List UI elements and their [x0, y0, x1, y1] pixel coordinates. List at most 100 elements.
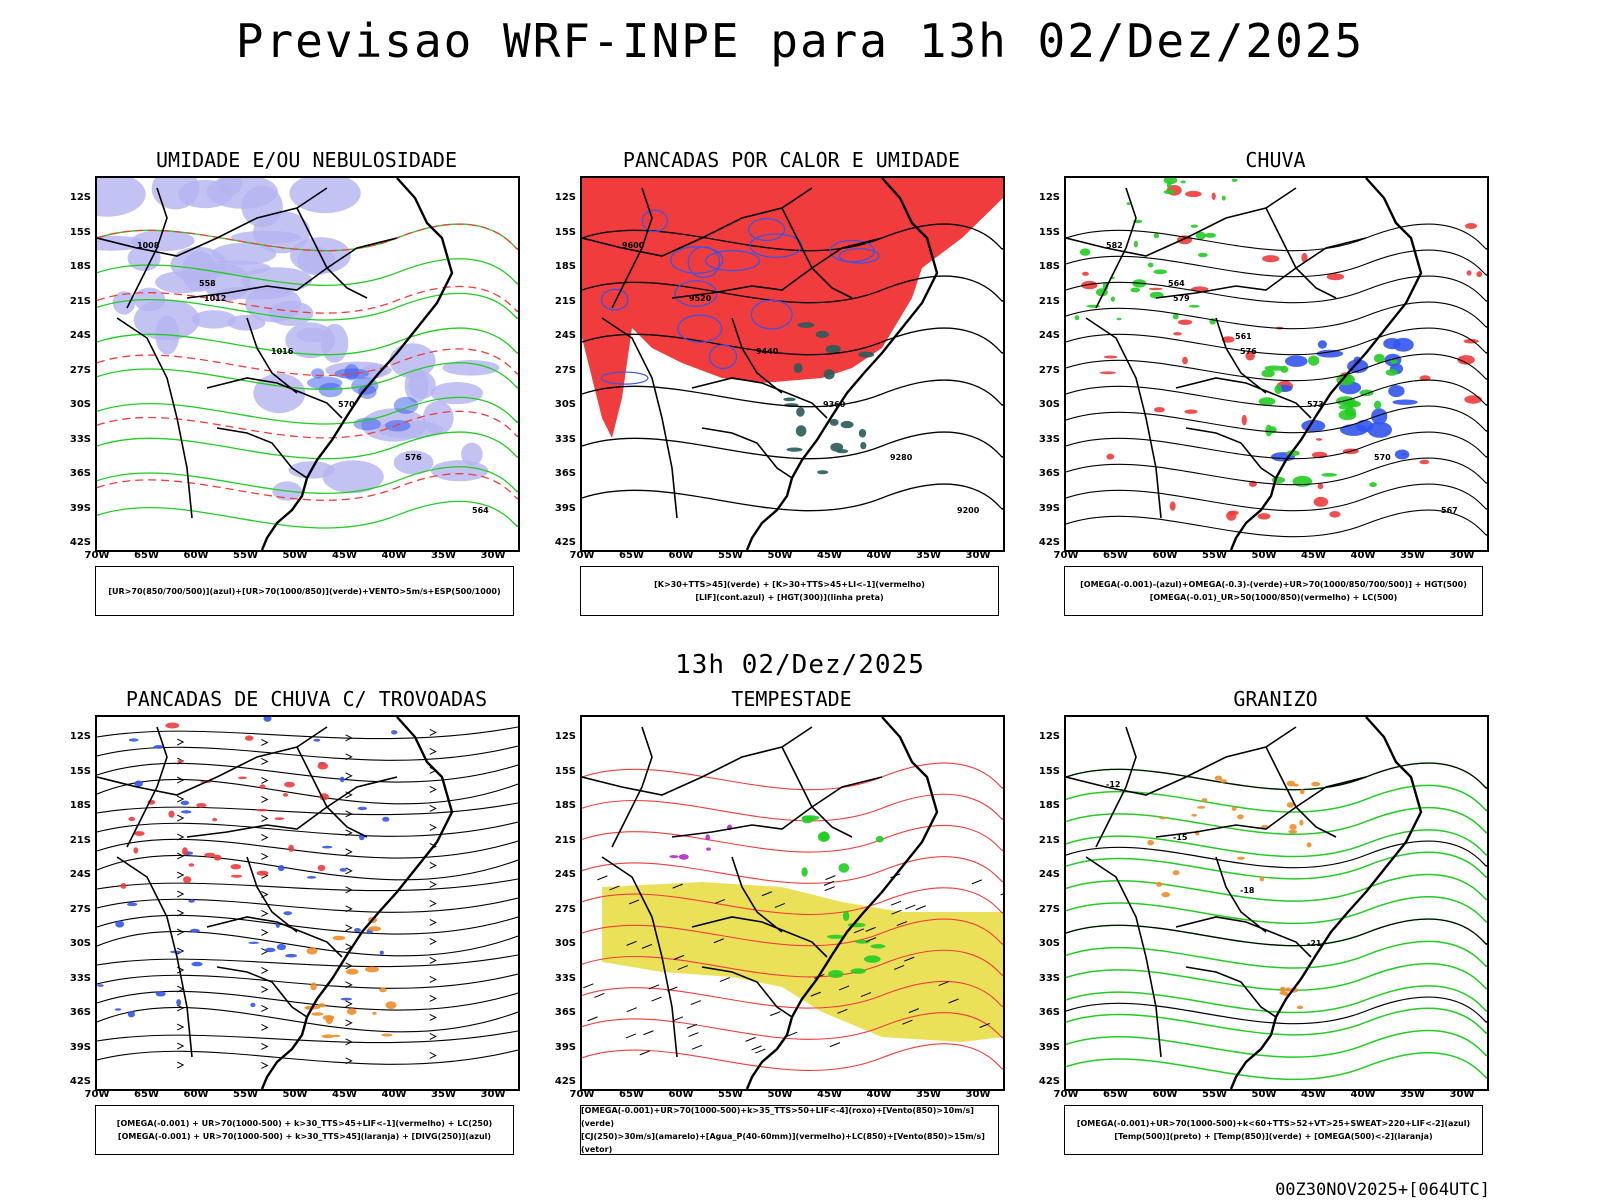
map-humidity: 1008 1012 1016 570 576 564 558 [95, 176, 520, 552]
panel-title-hail: GRANIZO [1233, 687, 1318, 711]
lon-axis: 70W 65W 60W 55W 50W 45W 40W 35W 30W [570, 550, 1003, 564]
lat-tick-label: 24S [554, 869, 576, 880]
lat-tick-label: 18S [554, 261, 576, 272]
contour-label: 576 [1240, 347, 1257, 356]
map-hail: -12 -15 -18 -21 [1064, 715, 1489, 1091]
contour-label: 9440 [756, 347, 779, 356]
map-rain: 582 579 576 573 570 567 564 561 [1064, 176, 1489, 552]
lat-tick-label: 15S [1038, 765, 1060, 777]
legend-rain: [OMEGA(-0.001)-(azul)+OMEGA(-0.3)-(verde… [1064, 566, 1483, 616]
legend-line: [UR>70(850/700/500)](azul)+[UR>70(1000/8… [108, 586, 501, 596]
lat-axis: 12S 15S 18S 21S 24S 27S 30S 33S 36S 39S 42S [1026, 176, 1062, 548]
map-graphic [97, 717, 518, 1089]
lat-tick-label: 30S [69, 399, 91, 410]
legend-line: [OMEGA(-0.01)_UR>50(1000/850)(vermelho) … [1149, 593, 1398, 602]
lat-tick-label: 33S [69, 433, 91, 445]
lon-tick-label: 50W [1251, 550, 1277, 561]
lon-axis: 70W 65W 60W 55W 50W 45W 40W 35W 30W [85, 550, 518, 564]
panel-title-heat-showers: PANCADAS POR CALOR E UMIDADE [622, 148, 961, 172]
map-storm [580, 715, 1005, 1091]
lat-tick-label: 39S [554, 502, 576, 514]
lat-tick-label: 39S [1038, 1041, 1060, 1053]
lon-tick-label: 30W [965, 1089, 991, 1100]
lon-tick-label: 60W [1152, 1089, 1178, 1100]
legend-line: [OMEGA(-0.001)+UR>70(1000-500)+k<60+TTS>… [1076, 1119, 1471, 1128]
contour-label: 9200 [957, 506, 980, 515]
lat-tick-label: 36S [69, 468, 91, 479]
lat-axis: 12S 15S 18S 21S 24S 27S 30S 33S 36S 39S 42S [542, 715, 578, 1087]
legend-line: [OMEGA(-0.001)+UR>70(1000-500)+k>35_TTS>… [581, 1106, 974, 1128]
lon-tick-label: 65W [619, 1089, 644, 1100]
lon-tick-label: 40W [1350, 1089, 1376, 1100]
lat-tick-label: 15S [69, 226, 91, 238]
lat-tick-label: 27S [554, 903, 576, 915]
lat-tick-label: 27S [69, 364, 91, 376]
lat-tick-label: 24S [69, 330, 91, 341]
lon-tick-label: 35W [916, 550, 941, 561]
lat-tick-label: 27S [554, 364, 576, 376]
map-graphic: 9600 9520 9440 9360 9280 9200 [582, 178, 1003, 550]
lon-tick-label: 50W [1251, 1089, 1277, 1100]
lon-tick-label: 50W [767, 1089, 793, 1100]
lon-tick-label: 50W [282, 1089, 308, 1100]
lat-tick-label: 12S [69, 731, 91, 742]
lat-tick-label: 21S [554, 834, 576, 846]
lon-tick-label: 60W [1152, 550, 1178, 561]
lat-tick-label: 42S [554, 537, 576, 548]
lat-tick-label: 36S [554, 1007, 576, 1018]
contour-label: 1008 [137, 241, 160, 250]
lat-tick-label: 12S [69, 192, 91, 203]
lon-tick-label: 35W [431, 1089, 456, 1100]
map-graphic: -12 -15 -18 -21 [1066, 717, 1487, 1089]
lon-tick-label: 55W [1202, 1089, 1227, 1100]
lat-tick-label: 15S [1038, 226, 1060, 238]
main-title: Previsao WRF-INPE para 13h 02/Dez/2025 [235, 14, 1365, 68]
lat-tick-label: 42S [69, 537, 91, 548]
forecast-time-label: 13h 02/Dez/2025 [675, 650, 925, 680]
map-graphic [582, 717, 1003, 1089]
lon-tick-label: 40W [866, 1089, 892, 1100]
lat-tick-label: 12S [1038, 731, 1060, 742]
lon-tick-label: 40W [866, 550, 892, 561]
contour-label: 564 [472, 506, 489, 515]
lon-tick-label: 50W [767, 550, 793, 561]
lat-tick-label: 21S [1038, 834, 1060, 846]
lon-tick-label: 45W [1301, 550, 1326, 561]
contour-label: 9360 [823, 400, 846, 409]
legend-line: [OMEGA(-0.001)-(azul)+OMEGA(-0.3)-(verde… [1080, 580, 1467, 589]
lon-tick-label: 35W [1400, 1089, 1425, 1100]
lat-tick-label: 15S [554, 765, 576, 777]
lat-tick-label: 30S [1038, 938, 1060, 949]
lat-tick-label: 33S [69, 972, 91, 984]
lat-tick-label: 30S [1038, 399, 1060, 410]
lon-tick-label: 60W [668, 1089, 694, 1100]
lon-tick-label: 35W [1400, 550, 1425, 561]
map-graphic: 1008 1012 1016 570 576 564 558 [97, 178, 518, 550]
lon-axis: 70W 65W 60W 55W 50W 45W 40W 35W 30W [85, 1089, 518, 1103]
lon-tick-label: 70W [569, 1089, 595, 1100]
lon-axis: 70W 65W 60W 55W 50W 45W 40W 35W 30W [1054, 550, 1487, 564]
lat-tick-label: 39S [69, 1041, 91, 1053]
lat-tick-label: 21S [1038, 295, 1060, 307]
contour-label: 558 [199, 279, 216, 288]
contour-label: 1012 [204, 294, 226, 303]
lat-tick-label: 30S [554, 399, 576, 410]
contour-label: 570 [1374, 453, 1391, 462]
lon-tick-label: 40W [381, 550, 407, 561]
lat-tick-label: 12S [554, 192, 576, 203]
lon-tick-label: 30W [965, 550, 991, 561]
lon-tick-label: 65W [1103, 550, 1128, 561]
contour-label: 573 [1307, 400, 1324, 409]
lat-tick-label: 27S [1038, 364, 1060, 376]
contour-label: 9280 [890, 453, 913, 462]
lon-tick-label: 55W [718, 550, 743, 561]
lat-tick-label: 18S [554, 800, 576, 811]
lon-tick-label: 70W [569, 550, 595, 561]
lat-tick-label: 27S [1038, 903, 1060, 915]
lon-tick-label: 65W [134, 550, 159, 561]
lat-tick-label: 12S [554, 731, 576, 742]
contour-label: -12 [1106, 780, 1120, 789]
lon-tick-label: 55W [233, 550, 258, 561]
lat-tick-label: 21S [69, 295, 91, 307]
lon-axis: 70W 65W 60W 55W 50W 45W 40W 35W 30W [570, 1089, 1003, 1103]
